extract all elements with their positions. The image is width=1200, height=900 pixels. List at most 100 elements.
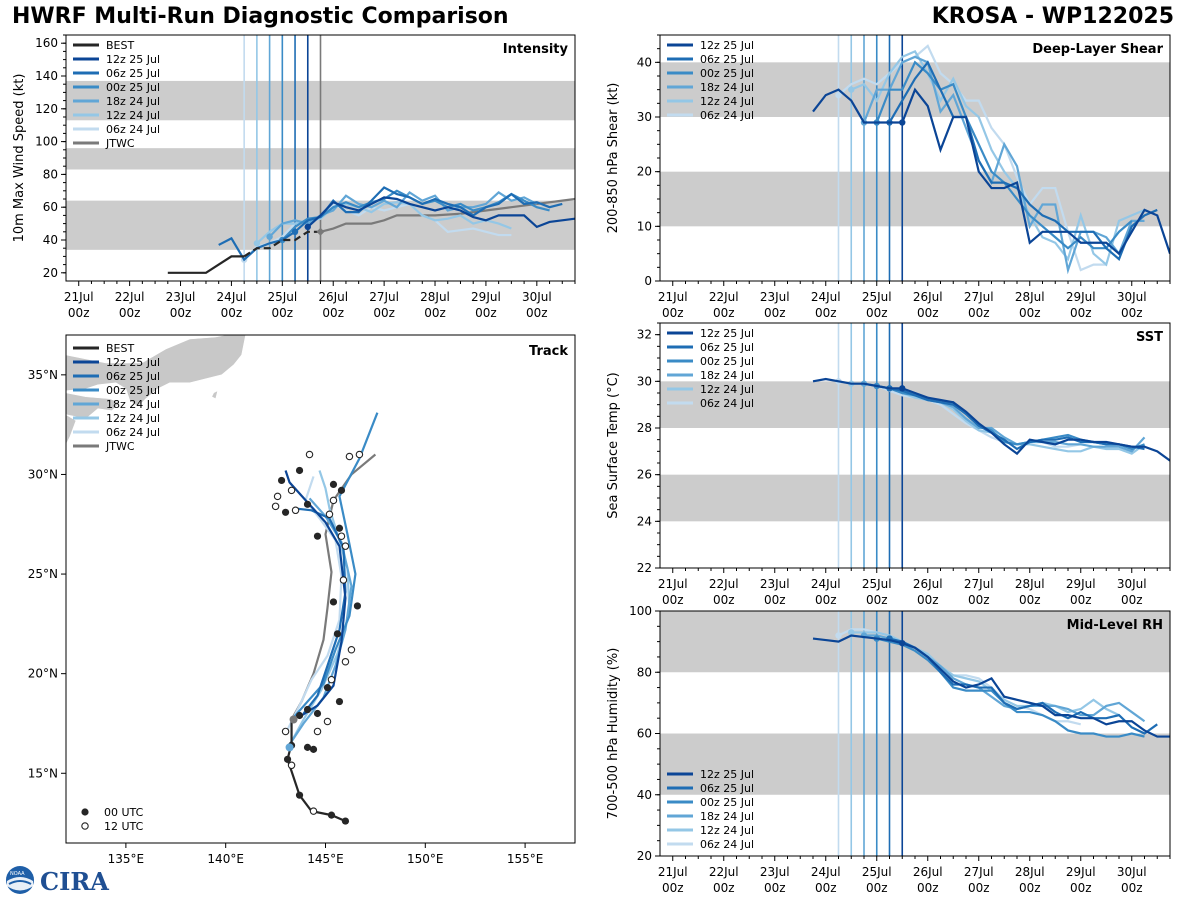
shear-xtick-label: 00z bbox=[1070, 306, 1092, 320]
rh-xtick-label: 30Jul bbox=[1117, 865, 1147, 879]
sst-xtick-label: 23Jul bbox=[760, 577, 790, 591]
rh-xtick-label: 28Jul bbox=[1015, 865, 1045, 879]
sst-xtick-label: 25Jul bbox=[862, 577, 892, 591]
track-point-00utc bbox=[295, 466, 304, 475]
intensity-series-06z-25-jul bbox=[218, 186, 563, 262]
track-point-12utc bbox=[341, 657, 350, 666]
intensity-series-best-dashed bbox=[243, 230, 321, 258]
shear-series-06z-25-jul bbox=[888, 60, 1158, 261]
track-point-00utc bbox=[277, 476, 286, 485]
sst-ytick-label: 28 bbox=[637, 421, 652, 435]
intensity-legend-label: JTWC bbox=[105, 137, 135, 150]
track-point-00utc bbox=[303, 705, 312, 714]
track-point-12utc bbox=[287, 761, 296, 770]
rh-series-12z-25-jul bbox=[812, 634, 1170, 738]
land-mass-2 bbox=[66, 414, 77, 445]
track-legend-label: JTWC bbox=[105, 440, 135, 453]
rh-init-marker bbox=[835, 632, 842, 639]
track-line-12z-24-jul bbox=[290, 470, 351, 742]
intensity-xtick-label: 21Jul bbox=[64, 290, 94, 304]
track-point-init bbox=[285, 743, 294, 752]
sst-xtick-label: 00z bbox=[815, 593, 837, 607]
shear-band-0 bbox=[660, 171, 1170, 227]
sst-xtick-label: 00z bbox=[866, 593, 888, 607]
intensity-ytick-label: 40 bbox=[43, 233, 58, 247]
sst-xtick-label: 29Jul bbox=[1066, 577, 1096, 591]
shear-xtick-label: 00z bbox=[764, 306, 786, 320]
shear-legend-label: 12z 25 Jul bbox=[700, 39, 754, 52]
rh-xtick-label: 00z bbox=[968, 881, 990, 895]
rh-series-06z-25-jul bbox=[889, 637, 1158, 735]
track-point-12utc bbox=[271, 502, 280, 511]
shear-legend-label: 00z 25 Jul bbox=[700, 67, 754, 80]
shear-init-marker bbox=[835, 91, 842, 99]
track-point-12utc bbox=[281, 727, 290, 736]
track-point-00utc bbox=[283, 755, 292, 763]
intensity-series-group bbox=[167, 186, 575, 274]
track-legend-label: BEST bbox=[106, 342, 134, 355]
rh-xtick-label: 22Jul bbox=[709, 865, 739, 879]
track-point-12utc bbox=[305, 450, 314, 459]
track-xtick-label: 140°E bbox=[207, 852, 244, 866]
track-point-00utc bbox=[327, 811, 336, 819]
track-point-12utc bbox=[337, 532, 346, 540]
sst-xtick-label: 00z bbox=[764, 593, 786, 607]
track-point-00utc bbox=[323, 684, 332, 692]
track-title: Track bbox=[529, 344, 568, 359]
rh-xtick-label: 26Jul bbox=[913, 865, 943, 879]
track-point-00utc bbox=[295, 711, 304, 720]
track-point-00utc bbox=[337, 486, 346, 494]
track-point-00utc bbox=[353, 602, 362, 610]
track-point-00utc bbox=[281, 508, 290, 516]
sst-ytick-label: 30 bbox=[637, 374, 652, 388]
intensity-xtick-label: 24Jul bbox=[217, 290, 247, 304]
storm-id-title: KROSA - WP122025 bbox=[931, 4, 1174, 29]
shear-ytick-label: 40 bbox=[637, 55, 652, 69]
sst-series-06z-25-jul bbox=[889, 387, 1145, 451]
intensity-legend-label: 06z 25 Jul bbox=[106, 67, 160, 80]
sst-xtick-label: 27Jul bbox=[964, 577, 994, 591]
sst-legend-label: 12z 25 Jul bbox=[700, 327, 754, 340]
track-point-00utc bbox=[329, 480, 338, 489]
intensity-series-jtwc bbox=[320, 197, 575, 233]
intensity-xtick-label: 22Jul bbox=[115, 290, 145, 304]
intensity-series-12z-25-jul bbox=[307, 196, 575, 229]
sst-ytick-label: 32 bbox=[637, 328, 652, 342]
rh-legend-label: 06z 25 Jul bbox=[700, 782, 754, 795]
intensity-legend-label: BEST bbox=[106, 39, 134, 52]
rh-series-12z-24-jul bbox=[851, 631, 1120, 717]
rh-title: Mid-Level RH bbox=[1067, 618, 1163, 633]
intensity-xtick-label: 00z bbox=[526, 306, 548, 320]
rh-xtick-label: 21Jul bbox=[658, 865, 688, 879]
track-point-12utc bbox=[327, 675, 336, 684]
rh-band-0 bbox=[660, 733, 1170, 795]
track-ytick-label: 15°N bbox=[28, 766, 58, 780]
sst-band-1 bbox=[660, 381, 1170, 428]
rh-xtick-label: 00z bbox=[866, 881, 888, 895]
sst-title: SST bbox=[1136, 330, 1163, 345]
track-legend-label: 12z 24 Jul bbox=[106, 412, 160, 425]
rh-legend-label: 00z 25 Jul bbox=[700, 796, 754, 809]
track-legend-label: 00z 25 Jul bbox=[106, 384, 160, 397]
track-point-12utc bbox=[323, 717, 332, 726]
intensity-legend-label: 12z 25 Jul bbox=[106, 53, 160, 66]
track-point-12utc bbox=[339, 576, 348, 584]
intensity-legend-label: 06z 24 Jul bbox=[106, 123, 160, 136]
shear-xtick-label: 00z bbox=[1019, 306, 1041, 320]
sst-legend-label: 00z 25 Jul bbox=[700, 355, 754, 368]
shear-xtick-label: 00z bbox=[662, 306, 684, 320]
rh-init-marker bbox=[899, 639, 906, 647]
rh-xtick-label: 27Jul bbox=[964, 865, 994, 879]
shear-xtick-label: 00z bbox=[917, 306, 939, 320]
shear-ytick-label: 30 bbox=[637, 110, 652, 124]
shear-series-12z-25-jul bbox=[812, 87, 1170, 256]
sst-band-0 bbox=[660, 474, 1170, 522]
intensity-xtick-label: 00z bbox=[68, 306, 90, 320]
shear-series-group bbox=[812, 44, 1170, 275]
rh-xtick-label: 00z bbox=[1070, 881, 1092, 895]
track-ytick-label: 35°N bbox=[28, 368, 58, 382]
sst-ytick-label: 24 bbox=[637, 514, 652, 528]
track-xtick-label: 155°E bbox=[507, 852, 544, 866]
rh-chart: 20 40 60 80 100 21Jul 00z 22Jul 00z 23Jul 00z 24Jul… bbox=[606, 604, 1171, 895]
